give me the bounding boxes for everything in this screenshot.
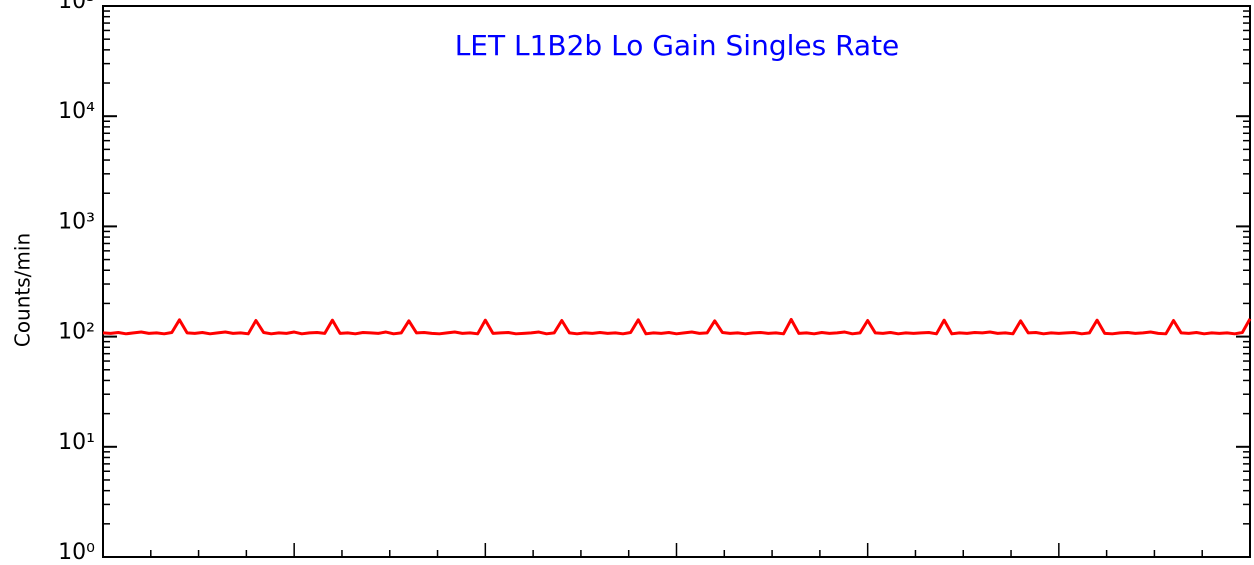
plot-frame [102, 5, 1251, 558]
chart-title: LET L1B2b Lo Gain Singles Rate [455, 29, 900, 62]
y-tick-label: 10⁰ [58, 540, 95, 561]
y-tick-label: 10³ [58, 209, 95, 234]
y-tick-label: 10² [58, 320, 95, 345]
y-tick-label: 10⁵ [58, 0, 95, 14]
data-line [102, 317, 1252, 336]
y-axis-label: Counts/min [11, 233, 35, 347]
y-tick-label: 10¹ [58, 430, 95, 455]
y-tick-label: 10⁴ [58, 99, 95, 124]
